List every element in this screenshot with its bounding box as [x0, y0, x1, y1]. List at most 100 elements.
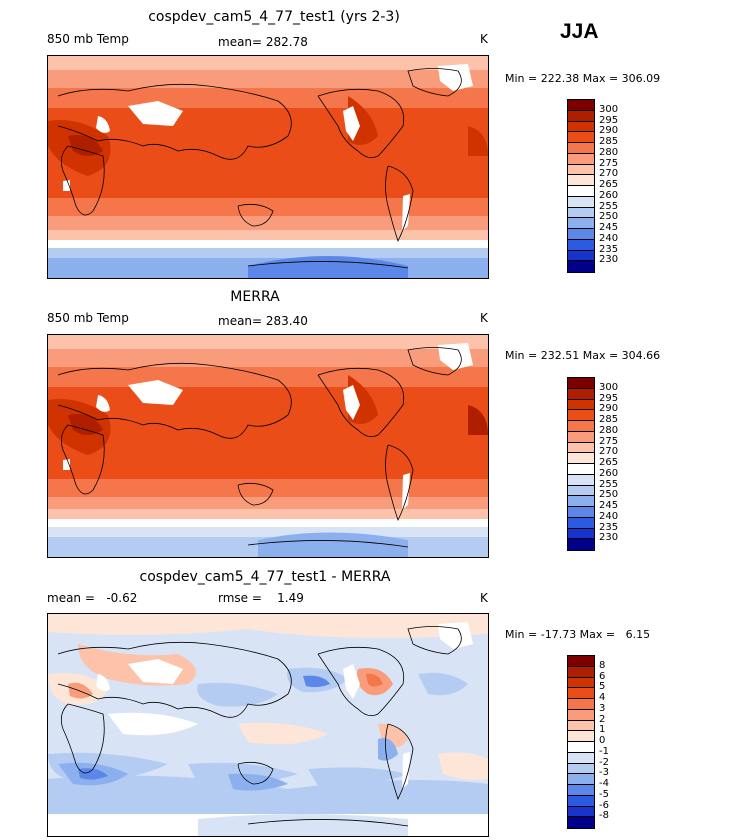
panel2-title: MERRA [230, 289, 280, 305]
legend-swatch [568, 666, 594, 678]
legend-swatch [568, 817, 594, 828]
legend-swatch [568, 207, 594, 219]
legend-swatch [568, 196, 594, 208]
legend-tick-label: 230 [599, 532, 619, 544]
legend-tick-label: 260 [599, 189, 619, 201]
legend-swatch [568, 121, 594, 133]
legend-tick-label: 5 [599, 681, 606, 693]
legend-swatch [568, 186, 594, 197]
legend-swatch [568, 763, 594, 775]
legend-swatch [568, 175, 594, 186]
legend-tick-label: 0 [599, 735, 606, 746]
legend-tick-label: 250 [599, 211, 619, 223]
legend-swatch [568, 261, 594, 272]
legend-tick-label: 235 [599, 521, 619, 533]
legend-tick-label: 275 [599, 157, 619, 169]
legend-tick-label: 2 [599, 713, 606, 725]
legend-tick-label: 290 [599, 403, 619, 415]
legend-tick-label: 8 [599, 659, 606, 671]
panel3-rmse-label: rmse = 1.49 [218, 591, 304, 605]
legend-swatch [568, 250, 594, 262]
legend-tick-label: 300 [599, 103, 619, 115]
legend-swatch [568, 100, 594, 111]
panel1-map [47, 55, 489, 279]
legend-swatch [568, 507, 594, 518]
legend-tick-label: -6 [599, 799, 609, 811]
panel1-legend: 300 295 290 285 280 275 270 265 260 255 250 245 240 2… [567, 99, 627, 273]
panel1-minmax: Min = 222.38 Max = 306.09 [505, 72, 661, 85]
legend-tick-label: 295 [599, 392, 619, 404]
panel2-field-label: 850 mb Temp [47, 311, 129, 325]
panel1-mean-label: mean= 282.78 [218, 35, 308, 49]
panel1-legend-ticks: 300 295 290 285 280 275 270 265 260 255 250 245 240 2… [599, 99, 629, 271]
panel1-map-svg [48, 56, 488, 278]
legend-tick-label: 270 [599, 446, 619, 458]
panel2-mean-label: mean= 283.40 [218, 314, 308, 328]
legend-tick-label: 255 [599, 478, 619, 490]
legend-tick-label: -1 [599, 745, 609, 757]
legend-swatch [568, 528, 594, 540]
legend-swatch [568, 399, 594, 411]
panel3-legend: 8 6 5 4 3 2 1 0 -1 -2 -3 -4 -5 -6 -8 [567, 655, 627, 829]
panel3-mean-label: mean = -0.62 [47, 591, 138, 605]
legend-tick-label: -5 [599, 788, 609, 800]
legend-swatch [568, 453, 594, 464]
legend-swatch [568, 742, 594, 753]
legend-tick-label: 295 [599, 114, 619, 126]
legend-tick-label: 235 [599, 243, 619, 255]
panel3-map [47, 613, 489, 837]
legend-swatch [568, 229, 594, 240]
legend-swatch [568, 218, 594, 229]
panel3-units: K [480, 591, 488, 605]
panel3-legend-ticks: 8 6 5 4 3 2 1 0 -1 -2 -3 -4 -5 -6 -8 [599, 655, 629, 827]
legend-swatch [568, 496, 594, 507]
panel1-units: K [480, 32, 488, 46]
legend-swatch [568, 378, 594, 389]
legend-swatch [568, 442, 594, 454]
legend-tick-label: 300 [599, 381, 619, 393]
legend-swatch [568, 239, 594, 251]
legend-swatch [568, 731, 594, 742]
legend-swatch [568, 388, 594, 400]
legend-tick-label: -2 [599, 756, 609, 768]
legend-swatch [568, 752, 594, 764]
legend-swatch [568, 110, 594, 122]
legend-tick-label: 275 [599, 435, 619, 447]
legend-tick-label: 240 [599, 510, 619, 522]
legend-tick-label: 265 [599, 179, 619, 190]
legend-tick-label: 280 [599, 146, 619, 158]
legend-swatch [568, 699, 594, 710]
legend-tick-label: 270 [599, 168, 619, 180]
panel3-minmax: Min = -17.73 Max = 6.15 [505, 628, 651, 641]
legend-tick-label: 245 [599, 222, 619, 233]
panel2-units: K [480, 311, 488, 325]
legend-swatch [568, 132, 594, 143]
panel1-field-label: 850 mb Temp [47, 32, 129, 46]
legend-swatch [568, 410, 594, 421]
panel2-legend-ticks: 300 295 290 285 280 275 270 265 260 255 250 245 240 2… [599, 377, 629, 549]
legend-tick-label: 250 [599, 489, 619, 501]
legend-tick-label: 3 [599, 702, 606, 714]
legend-tick-label: 230 [599, 254, 619, 266]
legend-swatch [568, 474, 594, 486]
panel1-title: cospdev_cam5_4_77_test1 (yrs 2-3) [148, 9, 400, 25]
legend-tick-label: 285 [599, 414, 619, 425]
panel2-legend-bar [567, 377, 595, 551]
legend-tick-label: 280 [599, 424, 619, 436]
legend-tick-label: 4 [599, 692, 606, 703]
legend-swatch [568, 688, 594, 699]
legend-tick-label: 260 [599, 467, 619, 479]
panel2-map-svg [48, 335, 488, 557]
legend-swatch [568, 709, 594, 721]
legend-swatch [568, 421, 594, 432]
legend-swatch [568, 464, 594, 475]
panel2-map [47, 334, 489, 558]
legend-swatch [568, 774, 594, 785]
legend-swatch [568, 164, 594, 176]
panel3-title: cospdev_cam5_4_77_test1 - MERRA [139, 569, 391, 585]
legend-tick-label: 240 [599, 232, 619, 244]
legend-swatch [568, 785, 594, 796]
panel2-legend: 300 295 290 285 280 275 270 265 260 255 250 245 240 2… [567, 377, 627, 551]
legend-swatch [568, 143, 594, 154]
legend-swatch [568, 431, 594, 443]
